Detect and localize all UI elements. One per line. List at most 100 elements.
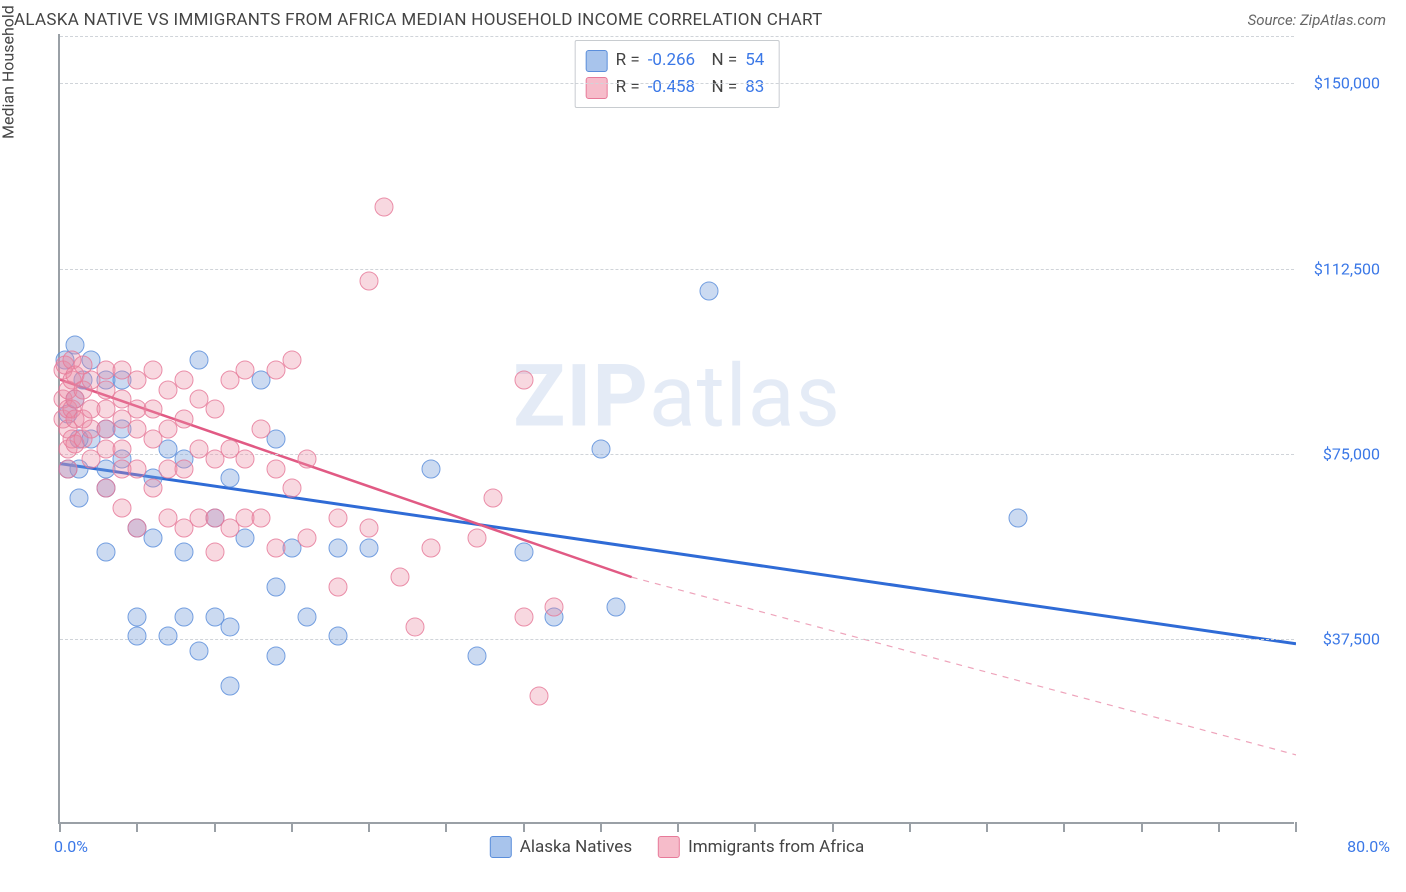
data-point [514,370,533,389]
data-point [143,400,162,419]
gridline [60,639,1294,640]
data-point [329,627,348,646]
data-point [329,578,348,597]
data-point [298,607,317,626]
data-point [390,568,409,587]
legend-item-label: Immigrants from Africa [688,837,864,857]
data-point [699,281,718,300]
legend-item-label: Alaska Natives [520,837,632,857]
data-point [360,518,379,537]
y-tick-label: $75,000 [1323,444,1380,463]
gridline [60,36,1294,37]
trend-lines [60,34,1296,824]
scatter-plot: ZIPatlas R = -0.266 N = 54R = -0.458 N =… [58,34,1294,824]
gridline [60,83,1294,84]
series-swatch [658,836,680,858]
data-point [128,459,147,478]
x-tick [600,822,602,832]
data-point [159,627,178,646]
x-min-label: 0.0% [54,837,88,856]
data-point [251,508,270,527]
y-axis-label: Median Household Income [0,0,18,139]
series-legend: Alaska Natives Immigrants from Africa [490,836,864,858]
x-tick [832,822,834,832]
data-point [421,459,440,478]
data-point [174,459,193,478]
x-tick [677,822,679,832]
data-point [591,439,610,458]
data-point [360,271,379,290]
data-point [112,439,131,458]
data-point [514,607,533,626]
series-swatch [586,50,608,72]
x-tick [523,822,525,832]
data-point [143,479,162,498]
series-swatch [586,77,608,99]
data-point [174,370,193,389]
data-point [220,469,239,488]
data-point [128,518,147,537]
data-point [545,597,564,616]
data-point [128,627,147,646]
data-point [267,647,286,666]
x-tick [909,822,911,832]
legend-stat-row: R = -0.458 N = 83 [586,74,765,101]
data-point [205,400,224,419]
data-point [174,607,193,626]
y-tick-label: $112,500 [1314,259,1380,278]
x-tick [136,822,138,832]
data-point [174,410,193,429]
data-point [468,528,487,547]
data-point [97,479,116,498]
data-point [514,543,533,562]
x-tick [1295,822,1297,832]
data-point [251,420,270,439]
data-point [220,676,239,695]
x-tick [1141,822,1143,832]
data-point [236,360,255,379]
data-point [529,686,548,705]
data-point [267,538,286,557]
x-tick [291,822,293,832]
data-point [236,449,255,468]
x-tick [1063,822,1065,832]
data-point [58,459,77,478]
data-point [1008,508,1027,527]
data-point [128,607,147,626]
x-tick [754,822,756,832]
data-point [220,617,239,636]
data-point [298,449,317,468]
x-max-label: 80.0% [1347,837,1390,856]
data-point [97,543,116,562]
data-point [190,350,209,369]
data-point [483,489,502,508]
data-point [468,647,487,666]
data-point [112,499,131,518]
x-tick [445,822,447,832]
y-tick-label: $37,500 [1323,629,1380,648]
x-tick [59,822,61,832]
data-point [69,489,88,508]
legend-stat-row: R = -0.266 N = 54 [586,47,765,74]
x-tick [368,822,370,832]
x-tick [214,822,216,832]
data-point [298,528,317,547]
gridline [60,269,1294,270]
data-point [329,538,348,557]
watermark: ZIPatlas [513,346,841,447]
data-point [406,617,425,636]
data-point [143,360,162,379]
series-swatch [490,836,512,858]
source-attribution: Source: ZipAtlas.com [1248,11,1386,29]
y-tick-label: $150,000 [1314,74,1380,93]
data-point [282,350,301,369]
x-tick [1218,822,1220,832]
data-point [174,543,193,562]
data-point [421,538,440,557]
correlation-legend: R = -0.266 N = 54R = -0.458 N = 83 [575,40,780,108]
data-point [190,642,209,661]
data-point [360,538,379,557]
chart-title: ALASKA NATIVE VS IMMIGRANTS FROM AFRICA … [14,10,823,30]
data-point [375,197,394,216]
data-point [267,578,286,597]
